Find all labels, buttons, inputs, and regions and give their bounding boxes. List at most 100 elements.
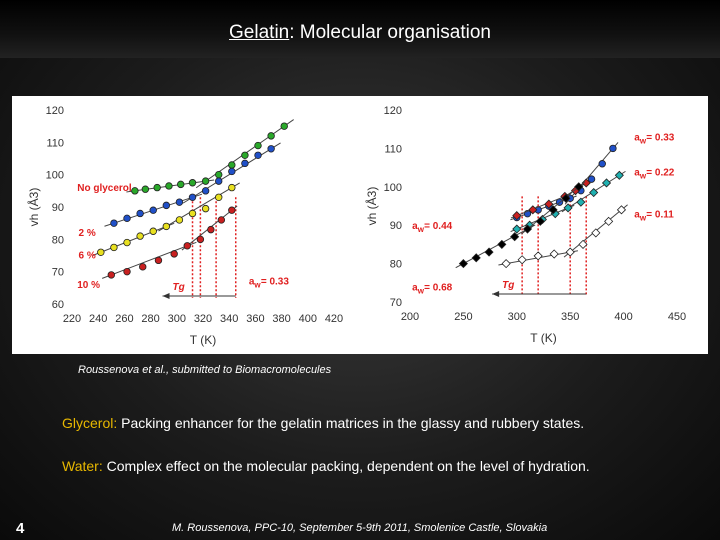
x-tick-label: 250 (454, 311, 472, 323)
data-point (533, 251, 543, 261)
data-point (241, 151, 249, 159)
data-point (188, 209, 197, 218)
annotation-label: aw (249, 277, 262, 290)
data-point (581, 178, 591, 188)
data-point (123, 214, 131, 223)
x-tick-label: 340 (220, 313, 238, 325)
data-point (609, 144, 617, 153)
tg-arrow-head (492, 291, 500, 297)
bullet-glycerol: Glycerol: Packing enhancer for the gelat… (62, 415, 702, 431)
data-point (162, 222, 171, 231)
fit-line (102, 241, 197, 279)
data-point (228, 183, 236, 192)
data-point (280, 122, 288, 130)
data-point (548, 205, 558, 215)
data-point (175, 216, 184, 224)
title-prefix: Gelatin (229, 22, 290, 43)
fit-line (92, 222, 175, 256)
footer-text: M. Roussenova, PPC-10, September 5-9th 2… (172, 522, 548, 534)
annotation-label: 2 % (79, 228, 96, 239)
data-point (561, 193, 571, 203)
data-point (510, 232, 520, 242)
y-tick-label: 100 (46, 170, 64, 182)
x-tick-label: 320 (194, 313, 212, 325)
data-point (563, 203, 573, 213)
data-point (522, 224, 533, 234)
y-tick-label: 80 (390, 259, 402, 271)
data-point (183, 242, 191, 250)
data-point (141, 185, 150, 193)
data-point (131, 187, 139, 195)
data-point (497, 239, 507, 249)
data-point (149, 206, 157, 214)
x-tick-label: 280 (141, 313, 159, 325)
data-point (139, 263, 147, 271)
data-point (188, 179, 197, 187)
tg-arrow-head (162, 293, 170, 299)
bullet-text: Complex effect on the molecular packing,… (102, 458, 590, 474)
x-tick-label: 350 (561, 311, 579, 323)
y-tick-label: 120 (46, 105, 64, 117)
data-point (177, 180, 185, 189)
annotation-value: = 0.22 (646, 167, 675, 178)
y-tick-label: 80 (52, 234, 64, 246)
x-tick-label: 420 (325, 313, 343, 325)
annotation-value: = 0.33 (261, 277, 290, 288)
data-point (123, 238, 131, 247)
data-point (574, 182, 584, 192)
annotation-value: = 0.11 (646, 210, 674, 221)
tg-label: Tg (502, 280, 514, 291)
data-point (528, 205, 538, 215)
data-point (587, 175, 596, 183)
annotation-label: No glycerol (77, 183, 132, 194)
citation: Roussenova et al., submitted to Biomacro… (78, 364, 332, 376)
annotation-label: aw (634, 210, 647, 223)
y-axis-title: vh (Å3) (26, 188, 41, 227)
data-point (149, 227, 157, 235)
data-point (601, 178, 612, 188)
fit-line (510, 193, 571, 219)
data-point (591, 228, 601, 238)
data-point (165, 182, 173, 190)
annotation-label: aw (634, 133, 647, 146)
title-suffix: : Molecular organisation (289, 22, 491, 43)
data-point (201, 204, 210, 213)
data-point (188, 193, 197, 201)
y-tick-label: 110 (46, 137, 64, 149)
data-point (535, 216, 545, 226)
bullet-water: Water: Complex effect on the molecular p… (62, 458, 702, 474)
data-point (471, 253, 481, 263)
data-point (484, 247, 494, 257)
data-point (512, 211, 522, 221)
data-point (228, 161, 236, 169)
y-tick-label: 70 (52, 267, 64, 279)
x-tick-label: 220 (63, 313, 81, 325)
x-tick-label: 240 (89, 313, 107, 325)
annotation-label: 6 % (79, 251, 96, 262)
data-point (589, 187, 599, 198)
tg-label: Tg (173, 282, 185, 293)
data-point (614, 170, 624, 180)
data-point (162, 201, 171, 210)
annotation-label: aw (412, 221, 425, 234)
annotation-label: 10 % (77, 280, 100, 291)
bullet-key: Glycerol: (62, 415, 118, 431)
fit-line (455, 224, 536, 269)
data-point (241, 159, 249, 168)
y-tick-label: 100 (384, 182, 402, 194)
bullet-key: Water: (62, 458, 103, 474)
bullet-text: Packing enhancer for the gelatin matrice… (117, 415, 585, 431)
data-point (549, 249, 559, 259)
data-point (136, 232, 144, 240)
data-point (97, 248, 105, 256)
x-tick-label: 200 (401, 311, 419, 323)
data-point (207, 225, 215, 234)
x-tick-label: 300 (508, 311, 526, 323)
x-tick-label: 260 (115, 313, 133, 325)
data-point (578, 239, 588, 249)
y-axis-title: vh (Å3) (364, 187, 379, 226)
data-point (228, 206, 236, 214)
data-point (501, 259, 511, 269)
data-point (267, 132, 275, 140)
title-bar (0, 0, 720, 58)
